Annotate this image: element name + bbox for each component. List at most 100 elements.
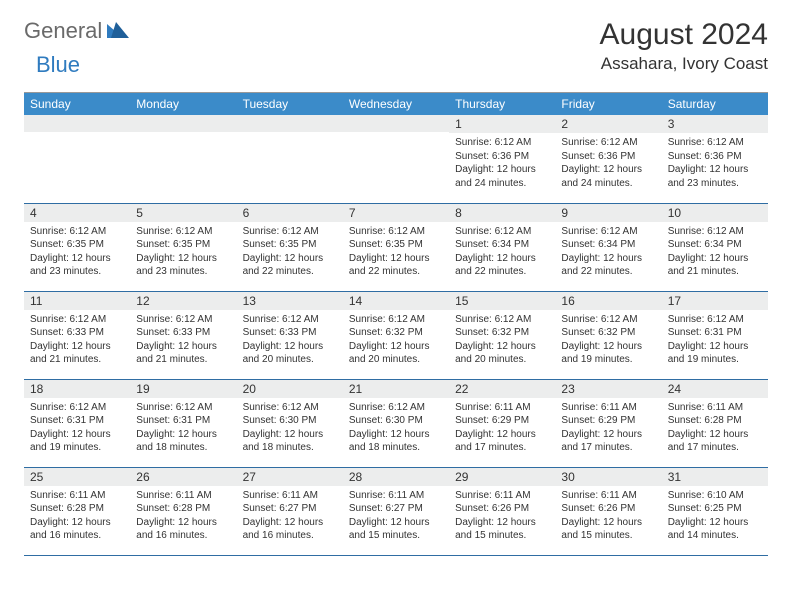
day-body: Sunrise: 6:12 AMSunset: 6:33 PMDaylight:… bbox=[130, 310, 236, 371]
day-number: 10 bbox=[662, 204, 768, 222]
day-body: Sunrise: 6:12 AMSunset: 6:35 PMDaylight:… bbox=[130, 222, 236, 283]
day-number: 7 bbox=[343, 204, 449, 222]
day-line: Sunset: 6:31 PM bbox=[668, 326, 762, 340]
day-line: Daylight: 12 hours bbox=[136, 252, 230, 266]
day-number: 6 bbox=[237, 204, 343, 222]
day-line: Sunrise: 6:11 AM bbox=[30, 489, 124, 503]
weekday-header: Monday bbox=[130, 93, 236, 115]
day-line: and 16 minutes. bbox=[136, 529, 230, 543]
day-line: Sunrise: 6:12 AM bbox=[668, 225, 762, 239]
weekday-header: Saturday bbox=[662, 93, 768, 115]
day-line: and 16 minutes. bbox=[243, 529, 337, 543]
day-line: Sunrise: 6:12 AM bbox=[243, 313, 337, 327]
day-number bbox=[237, 115, 343, 132]
day-line: Sunset: 6:32 PM bbox=[455, 326, 549, 340]
day-line: Daylight: 12 hours bbox=[561, 428, 655, 442]
logo-text-1: General bbox=[24, 18, 102, 44]
calendar-day-cell: 2Sunrise: 6:12 AMSunset: 6:36 PMDaylight… bbox=[555, 115, 661, 203]
day-body: Sunrise: 6:11 AMSunset: 6:27 PMDaylight:… bbox=[343, 486, 449, 547]
day-line: Sunrise: 6:11 AM bbox=[455, 489, 549, 503]
day-line: Sunset: 6:34 PM bbox=[561, 238, 655, 252]
day-number: 2 bbox=[555, 115, 661, 133]
calendar-day-cell: 28Sunrise: 6:11 AMSunset: 6:27 PMDayligh… bbox=[343, 467, 449, 555]
calendar-day-cell: 11Sunrise: 6:12 AMSunset: 6:33 PMDayligh… bbox=[24, 291, 130, 379]
day-line: Sunrise: 6:12 AM bbox=[30, 225, 124, 239]
day-number: 16 bbox=[555, 292, 661, 310]
day-number: 14 bbox=[343, 292, 449, 310]
day-number bbox=[343, 115, 449, 132]
day-line: Sunset: 6:36 PM bbox=[561, 150, 655, 164]
day-line: Sunrise: 6:12 AM bbox=[349, 401, 443, 415]
day-line: Sunrise: 6:12 AM bbox=[668, 313, 762, 327]
day-body: Sunrise: 6:11 AMSunset: 6:28 PMDaylight:… bbox=[662, 398, 768, 459]
calendar-week-row: 11Sunrise: 6:12 AMSunset: 6:33 PMDayligh… bbox=[24, 291, 768, 379]
day-body: Sunrise: 6:11 AMSunset: 6:29 PMDaylight:… bbox=[449, 398, 555, 459]
day-body: Sunrise: 6:12 AMSunset: 6:32 PMDaylight:… bbox=[449, 310, 555, 371]
day-body: Sunrise: 6:12 AMSunset: 6:36 PMDaylight:… bbox=[555, 133, 661, 194]
day-line: and 16 minutes. bbox=[30, 529, 124, 543]
calendar-day-cell: 17Sunrise: 6:12 AMSunset: 6:31 PMDayligh… bbox=[662, 291, 768, 379]
day-line: Sunset: 6:31 PM bbox=[30, 414, 124, 428]
day-body: Sunrise: 6:10 AMSunset: 6:25 PMDaylight:… bbox=[662, 486, 768, 547]
calendar-day-cell: 13Sunrise: 6:12 AMSunset: 6:33 PMDayligh… bbox=[237, 291, 343, 379]
day-body bbox=[237, 132, 343, 139]
calendar-day-cell: 20Sunrise: 6:12 AMSunset: 6:30 PMDayligh… bbox=[237, 379, 343, 467]
day-body: Sunrise: 6:12 AMSunset: 6:34 PMDaylight:… bbox=[662, 222, 768, 283]
day-line: Daylight: 12 hours bbox=[561, 252, 655, 266]
calendar-day-cell: 30Sunrise: 6:11 AMSunset: 6:26 PMDayligh… bbox=[555, 467, 661, 555]
day-body: Sunrise: 6:12 AMSunset: 6:34 PMDaylight:… bbox=[449, 222, 555, 283]
day-line: Daylight: 12 hours bbox=[243, 516, 337, 530]
day-line: Sunrise: 6:10 AM bbox=[668, 489, 762, 503]
day-body bbox=[24, 132, 130, 139]
day-line: Sunrise: 6:12 AM bbox=[243, 225, 337, 239]
day-line: Sunset: 6:29 PM bbox=[561, 414, 655, 428]
day-line: and 21 minutes. bbox=[136, 353, 230, 367]
day-line: and 22 minutes. bbox=[349, 265, 443, 279]
calendar-day-cell: 6Sunrise: 6:12 AMSunset: 6:35 PMDaylight… bbox=[237, 203, 343, 291]
day-number: 9 bbox=[555, 204, 661, 222]
day-line: Sunrise: 6:12 AM bbox=[30, 401, 124, 415]
calendar-day-cell bbox=[237, 115, 343, 203]
day-line: Sunrise: 6:12 AM bbox=[668, 136, 762, 150]
day-body: Sunrise: 6:12 AMSunset: 6:33 PMDaylight:… bbox=[24, 310, 130, 371]
day-line: Sunrise: 6:12 AM bbox=[243, 401, 337, 415]
day-number: 17 bbox=[662, 292, 768, 310]
calendar-table: Sunday Monday Tuesday Wednesday Thursday… bbox=[24, 93, 768, 556]
calendar-day-cell: 10Sunrise: 6:12 AMSunset: 6:34 PMDayligh… bbox=[662, 203, 768, 291]
day-line: and 19 minutes. bbox=[668, 353, 762, 367]
day-line: Daylight: 12 hours bbox=[455, 428, 549, 442]
calendar-week-row: 18Sunrise: 6:12 AMSunset: 6:31 PMDayligh… bbox=[24, 379, 768, 467]
calendar-day-cell bbox=[24, 115, 130, 203]
calendar-day-cell: 16Sunrise: 6:12 AMSunset: 6:32 PMDayligh… bbox=[555, 291, 661, 379]
title-block: August 2024 Assahara, Ivory Coast bbox=[600, 18, 768, 74]
day-line: Daylight: 12 hours bbox=[668, 252, 762, 266]
day-body: Sunrise: 6:12 AMSunset: 6:30 PMDaylight:… bbox=[343, 398, 449, 459]
day-line: Daylight: 12 hours bbox=[136, 340, 230, 354]
day-line: Sunset: 6:32 PM bbox=[349, 326, 443, 340]
day-body: Sunrise: 6:12 AMSunset: 6:33 PMDaylight:… bbox=[237, 310, 343, 371]
day-line: Daylight: 12 hours bbox=[668, 163, 762, 177]
weekday-header: Wednesday bbox=[343, 93, 449, 115]
day-number: 12 bbox=[130, 292, 236, 310]
day-line: Sunrise: 6:11 AM bbox=[668, 401, 762, 415]
day-line: Sunset: 6:30 PM bbox=[243, 414, 337, 428]
day-line: Daylight: 12 hours bbox=[561, 516, 655, 530]
weekday-header: Thursday bbox=[449, 93, 555, 115]
calendar-day-cell: 1Sunrise: 6:12 AMSunset: 6:36 PMDaylight… bbox=[449, 115, 555, 203]
day-line: and 22 minutes. bbox=[243, 265, 337, 279]
day-line: Daylight: 12 hours bbox=[561, 163, 655, 177]
location: Assahara, Ivory Coast bbox=[600, 54, 768, 74]
calendar-day-cell: 21Sunrise: 6:12 AMSunset: 6:30 PMDayligh… bbox=[343, 379, 449, 467]
day-number: 21 bbox=[343, 380, 449, 398]
calendar-day-cell: 18Sunrise: 6:12 AMSunset: 6:31 PMDayligh… bbox=[24, 379, 130, 467]
day-line: and 24 minutes. bbox=[455, 177, 549, 191]
day-number: 25 bbox=[24, 468, 130, 486]
day-line: and 14 minutes. bbox=[668, 529, 762, 543]
calendar-day-cell: 9Sunrise: 6:12 AMSunset: 6:34 PMDaylight… bbox=[555, 203, 661, 291]
day-line: Sunset: 6:33 PM bbox=[136, 326, 230, 340]
day-line: and 17 minutes. bbox=[561, 441, 655, 455]
day-body: Sunrise: 6:12 AMSunset: 6:36 PMDaylight:… bbox=[662, 133, 768, 194]
day-number: 3 bbox=[662, 115, 768, 133]
calendar-day-cell: 3Sunrise: 6:12 AMSunset: 6:36 PMDaylight… bbox=[662, 115, 768, 203]
day-line: and 15 minutes. bbox=[561, 529, 655, 543]
